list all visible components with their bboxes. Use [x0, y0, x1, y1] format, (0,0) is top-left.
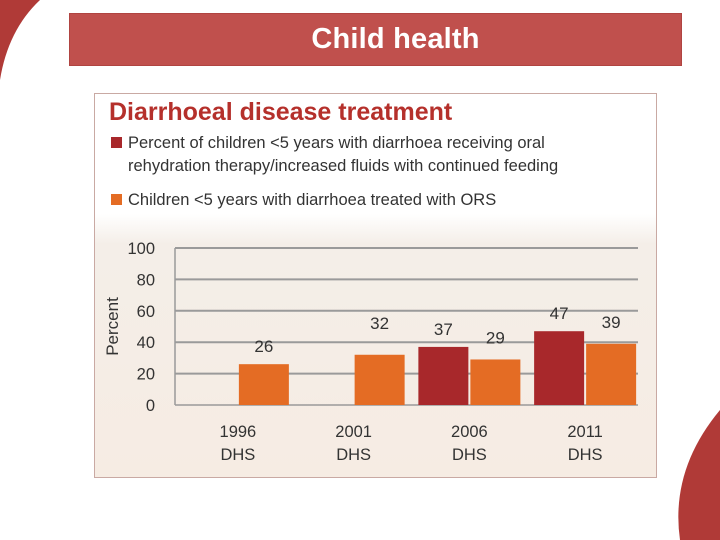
legend-item-ors: Children <5 years with diarrhoea treated… — [111, 189, 628, 212]
x-tick-label: 2006 — [451, 423, 488, 441]
slide-title: Child health — [311, 23, 480, 55]
x-tick-label: 1996 — [220, 423, 257, 441]
x-tick-label: 2011 — [567, 423, 602, 441]
x-tick-label-sub: DHS — [220, 446, 255, 464]
chart-panel: Diarrhoeal disease treatment Percent of … — [94, 93, 657, 478]
legend-item-ort: Percent of children <5 years with diarrh… — [111, 132, 628, 178]
corner-decoration — [0, 0, 40, 80]
bar-ort — [418, 346, 469, 405]
data-label: 39 — [602, 313, 621, 332]
bar-ors — [470, 359, 521, 405]
data-label: 26 — [254, 337, 273, 356]
data-label: 37 — [434, 320, 453, 339]
y-axis-label: Percent — [103, 297, 122, 356]
data-label: 32 — [370, 314, 389, 333]
data-label: 29 — [486, 328, 505, 347]
y-tick-label: 60 — [137, 303, 155, 321]
x-tick-label-sub: DHS — [568, 446, 603, 464]
bar-ors — [586, 343, 637, 405]
legend-label-ors: Children <5 years with diarrhoea treated… — [128, 191, 497, 209]
y-tick-label: 40 — [137, 334, 155, 352]
legend-swatch-ort — [111, 137, 122, 148]
bar-ors — [354, 354, 405, 405]
bar-chart: 0 20 40 60 80 100 Percent 26 1996 DHS 32 2001 DHS 37 2… — [103, 240, 638, 464]
x-tick-label-sub: DHS — [336, 446, 371, 464]
slide-title-bar: Child health — [69, 13, 682, 66]
data-label: 47 — [550, 304, 569, 323]
bar-ors — [238, 364, 289, 405]
x-tick-label-sub: DHS — [452, 446, 487, 464]
corner-decoration-bottom — [678, 410, 720, 540]
y-tick-label: 0 — [146, 397, 155, 415]
legend-swatch-ors — [111, 194, 122, 205]
chart-title: Diarrhoeal disease treatment — [109, 98, 453, 126]
y-tick-label: 100 — [127, 240, 155, 258]
legend-label-ort: Percent of children <5 years with diarrh… — [128, 134, 559, 175]
x-tick-label: 2001 — [335, 423, 372, 441]
y-tick-label: 80 — [137, 271, 155, 289]
bar-ort — [534, 331, 585, 405]
y-tick-label: 20 — [137, 366, 155, 384]
